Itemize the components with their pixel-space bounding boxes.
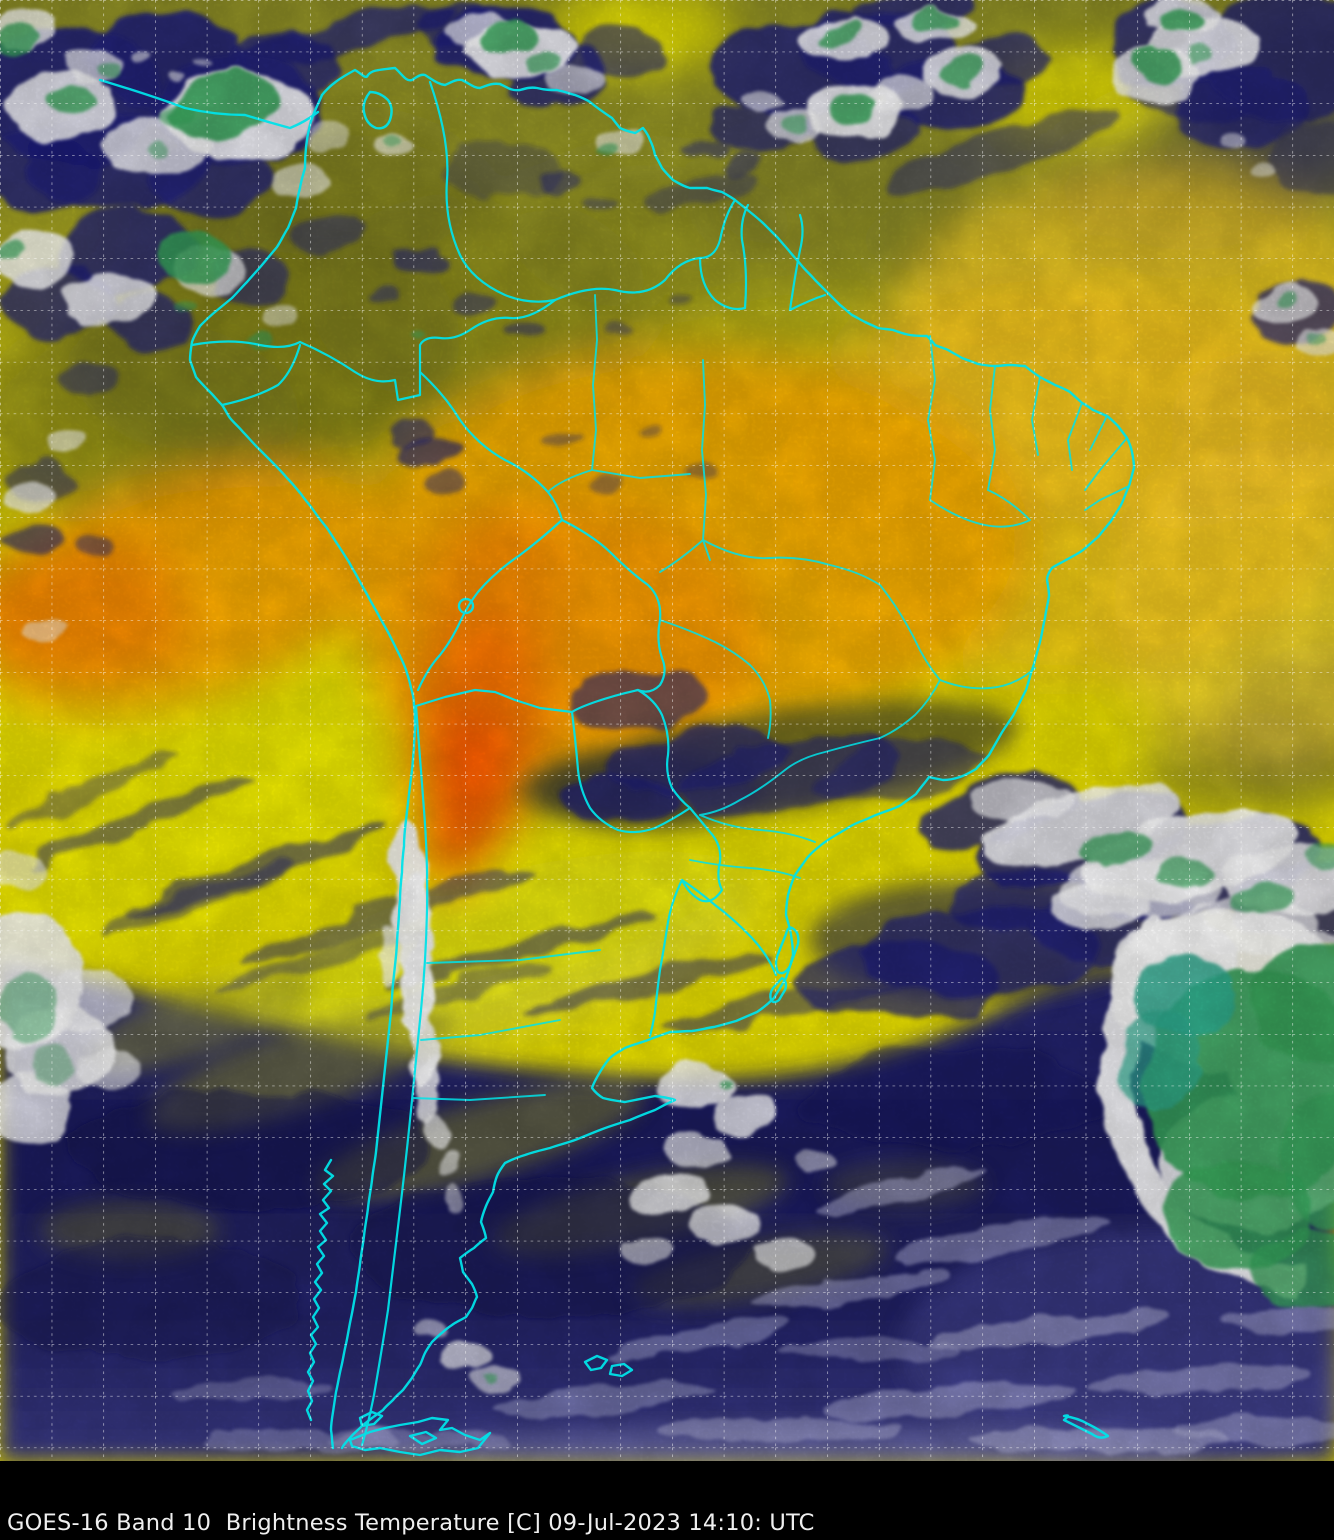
latlon-grid xyxy=(0,0,1334,1461)
satellite-image xyxy=(0,0,1334,1461)
goes16-ir-map xyxy=(0,0,1334,1461)
caption-text: GOES-16 Band 10 Brightness Temperature [… xyxy=(7,1509,815,1536)
caption-bar: GOES-16 Band 10 Brightness Temperature [… xyxy=(0,1461,1334,1540)
